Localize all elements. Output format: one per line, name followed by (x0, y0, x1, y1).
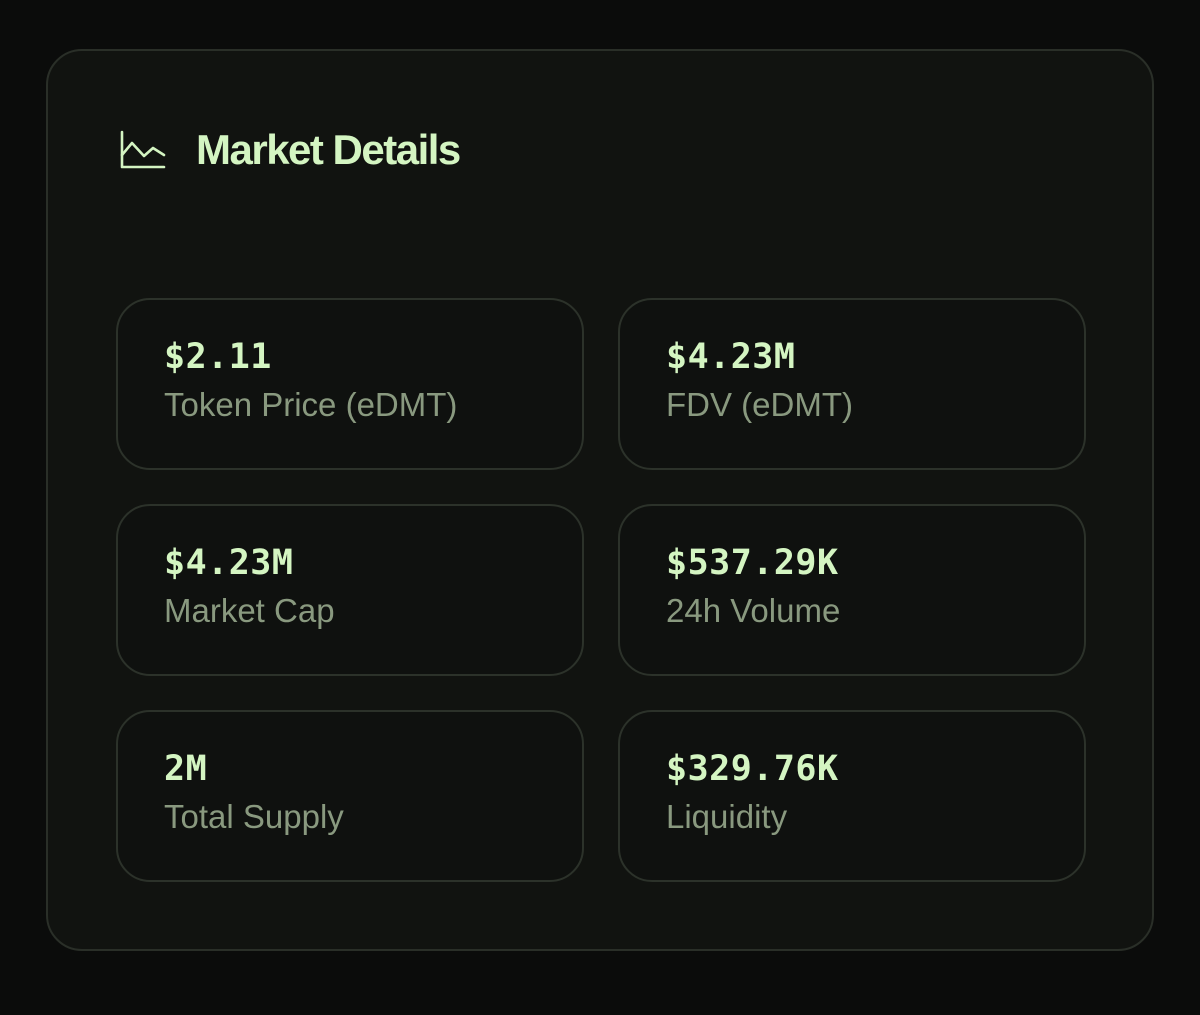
stat-liquidity: $329.76K Liquidity (618, 710, 1086, 882)
stat-24h-volume: $537.29K 24h Volume (618, 504, 1086, 676)
stat-value: $4.23M (666, 337, 796, 377)
stats-grid: $2.11 Token Price (eDMT) $4.23M FDV (eDM… (116, 298, 1086, 882)
market-details-card: Market Details $2.11 Token Price (eDMT) … (46, 49, 1154, 951)
stat-label: FDV (eDMT) (666, 386, 853, 423)
card-title: Market Details (196, 126, 461, 173)
stat-label: Token Price (eDMT) (164, 386, 458, 423)
stat-label: Liquidity (666, 798, 788, 835)
stat-total-supply: 2M Total Supply (116, 710, 584, 882)
stat-fdv: $4.23M FDV (eDMT) (618, 298, 1086, 470)
stat-value: $2.11 (164, 337, 272, 377)
stat-value: $4.23M (164, 543, 294, 583)
card-header: Market Details (120, 126, 461, 173)
stat-token-price: $2.11 Token Price (eDMT) (116, 298, 584, 470)
stat-label: Market Cap (164, 592, 335, 629)
stat-market-cap: $4.23M Market Cap (116, 504, 584, 676)
line-chart-icon (120, 130, 166, 169)
stat-value: $537.29K (666, 543, 839, 583)
stat-label: 24h Volume (666, 592, 841, 629)
stat-value: 2M (164, 749, 208, 789)
stat-value: $329.76K (666, 749, 839, 789)
stat-label: Total Supply (164, 798, 344, 835)
